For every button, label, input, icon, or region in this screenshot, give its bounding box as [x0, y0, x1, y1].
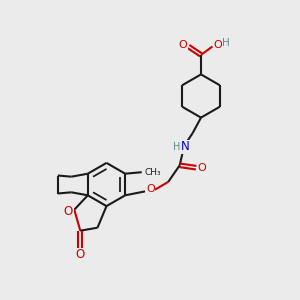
Text: O: O	[213, 40, 222, 50]
Text: O: O	[76, 248, 85, 261]
Text: O: O	[198, 163, 207, 173]
Text: O: O	[178, 40, 188, 50]
Text: O: O	[64, 205, 73, 218]
Text: H: H	[222, 38, 230, 48]
Text: CH₃: CH₃	[145, 168, 161, 177]
Text: N: N	[181, 140, 190, 153]
Text: H: H	[173, 142, 180, 152]
Text: O: O	[146, 184, 155, 194]
